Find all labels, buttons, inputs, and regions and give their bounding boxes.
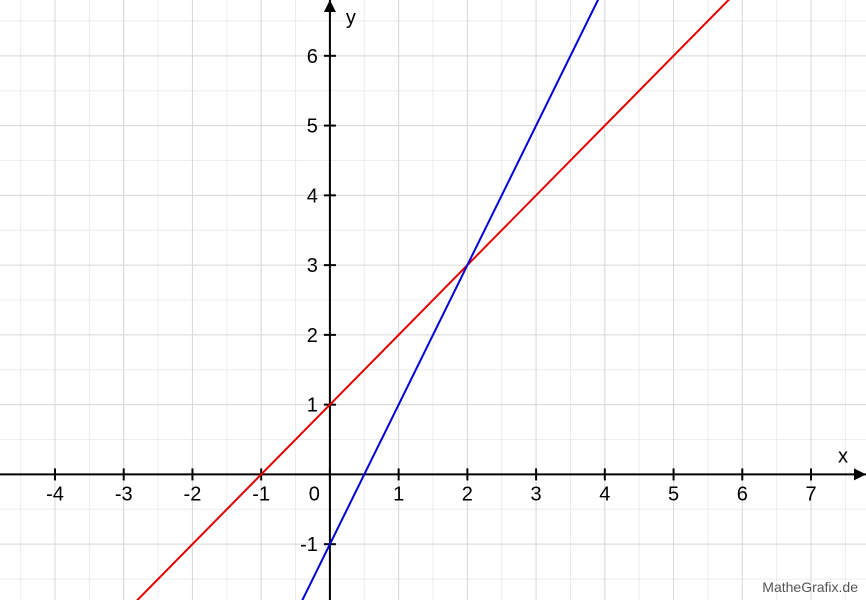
y-tick-label: 1 [307, 395, 318, 417]
x-tick-label: -3 [115, 483, 133, 505]
y-axis-label: y [346, 7, 356, 29]
y-tick-label: 3 [307, 255, 318, 277]
x-tick-label: 4 [599, 483, 610, 505]
x-tick-label: 2 [462, 483, 473, 505]
watermark: MatheGrafix.de [762, 579, 858, 595]
x-tick-label: -1 [252, 483, 270, 505]
x-tick-label: 5 [668, 483, 679, 505]
y-tick-label: 4 [307, 185, 318, 207]
x-tick-label: 1 [393, 483, 404, 505]
y-tick-label: 2 [307, 325, 318, 347]
x-tick-label: 0 [309, 483, 320, 505]
x-tick-label: -2 [184, 483, 202, 505]
x-tick-label: 7 [805, 483, 816, 505]
coordinate-chart: -4 -3 -2 -1 0 1 2 3 4 5 6 7 -1 1 2 3 4 5 6 x y MatheGrafix.de [0, 0, 866, 600]
x-tick-label: 3 [531, 483, 542, 505]
x-tick-label: 6 [737, 483, 748, 505]
x-tick-label: -4 [46, 483, 64, 505]
x-axis-label: x [838, 445, 848, 467]
y-tick-label: 5 [307, 116, 318, 138]
y-tick-label: -1 [300, 534, 318, 556]
y-tick-label: 6 [307, 46, 318, 68]
